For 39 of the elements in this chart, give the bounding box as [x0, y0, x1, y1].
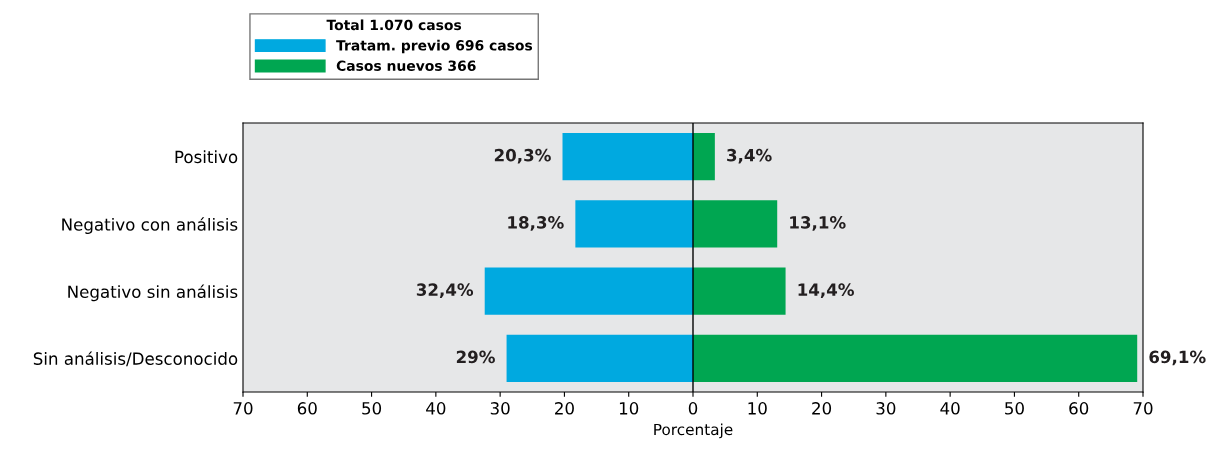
y-tick-label: Positivo — [175, 150, 238, 164]
x-tick-label: 30 — [876, 402, 896, 415]
x-tick-label: 30 — [490, 402, 510, 415]
data-label: 69,1% — [1149, 350, 1206, 366]
data-label: 18,3% — [508, 216, 564, 231]
bar — [575, 200, 693, 248]
x-tick-label: 60 — [1069, 402, 1089, 415]
x-tick-label: 40 — [426, 402, 446, 415]
y-tick-label: Negativo sin análisis — [68, 284, 238, 302]
x-tick-label: 60 — [297, 402, 317, 415]
bar — [693, 200, 778, 248]
bar — [693, 267, 786, 315]
y-tick-label: Negativo con análisis — [62, 217, 238, 235]
x-tick-label: 0 — [688, 402, 698, 415]
x-axis-title: Porcentaje — [654, 423, 733, 439]
x-tick-label: 20 — [555, 402, 574, 415]
y-tick-label: Sin análisis/Desconocido — [33, 351, 238, 367]
data-label: 32,4% — [416, 283, 474, 299]
bar — [562, 133, 693, 181]
x-tick-label: 70 — [1133, 402, 1153, 415]
x-tick-label: 10 — [619, 402, 639, 415]
data-label: 14,4% — [798, 283, 854, 299]
x-tick-label: 70 — [233, 402, 253, 415]
bar — [506, 334, 693, 382]
x-tick-label: 40 — [940, 402, 960, 415]
legend-label: Casos nuevos 366 — [336, 60, 476, 71]
data-label: 3,4% — [727, 148, 772, 164]
x-tick-label: 20 — [812, 402, 832, 415]
data-label: 13,1% — [790, 216, 846, 231]
x-tick-label: 50 — [1005, 402, 1024, 415]
bar — [693, 334, 1138, 382]
bar — [484, 267, 693, 315]
x-tick-label: 50 — [362, 402, 382, 415]
x-tick-label: 10 — [748, 402, 767, 415]
data-label: 29% — [456, 350, 495, 364]
data-label: 20,3% — [494, 148, 551, 164]
legend-title: Total 1.070 casos — [326, 19, 462, 31]
legend-label: Tratam. previo 696 casos — [336, 39, 533, 54]
bar — [693, 133, 715, 181]
